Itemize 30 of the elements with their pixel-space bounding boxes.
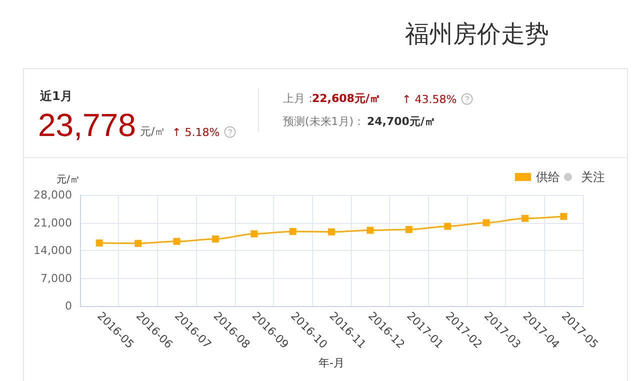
y-tick-label: 7,000 xyxy=(40,272,72,285)
x-axis-title: 年-月 xyxy=(318,356,344,370)
legend-label: 供给 xyxy=(536,170,560,184)
point xyxy=(250,230,258,238)
point xyxy=(289,228,296,235)
point xyxy=(560,212,568,220)
chart-title: 福州房价走势 xyxy=(405,19,549,50)
point xyxy=(212,236,219,243)
text: ↑ 43.58% xyxy=(402,93,458,106)
y-tick-label: 28,000 xyxy=(34,188,72,202)
text: 近1月 xyxy=(40,89,72,104)
text: 预测(未来1月)： xyxy=(283,115,365,128)
point xyxy=(328,228,335,236)
legend-label: 关注 xyxy=(581,170,605,184)
y-axis-title: 元/㎡ xyxy=(56,174,80,186)
text: 24,700元/㎡ xyxy=(367,115,436,128)
y-tick-label: 0 xyxy=(65,300,72,312)
point xyxy=(444,222,452,230)
text: 23,778 xyxy=(38,107,136,144)
point xyxy=(482,219,490,226)
point xyxy=(173,238,180,245)
y-tick-label: 14,000 xyxy=(34,244,72,257)
text: 元/㎡ xyxy=(140,125,166,138)
point xyxy=(96,239,103,246)
text: ↑ 5.18% xyxy=(172,126,221,140)
point xyxy=(366,226,374,234)
y-tick-label: 21,000 xyxy=(34,216,72,230)
point xyxy=(134,240,142,247)
point xyxy=(405,226,412,233)
point xyxy=(521,214,528,222)
